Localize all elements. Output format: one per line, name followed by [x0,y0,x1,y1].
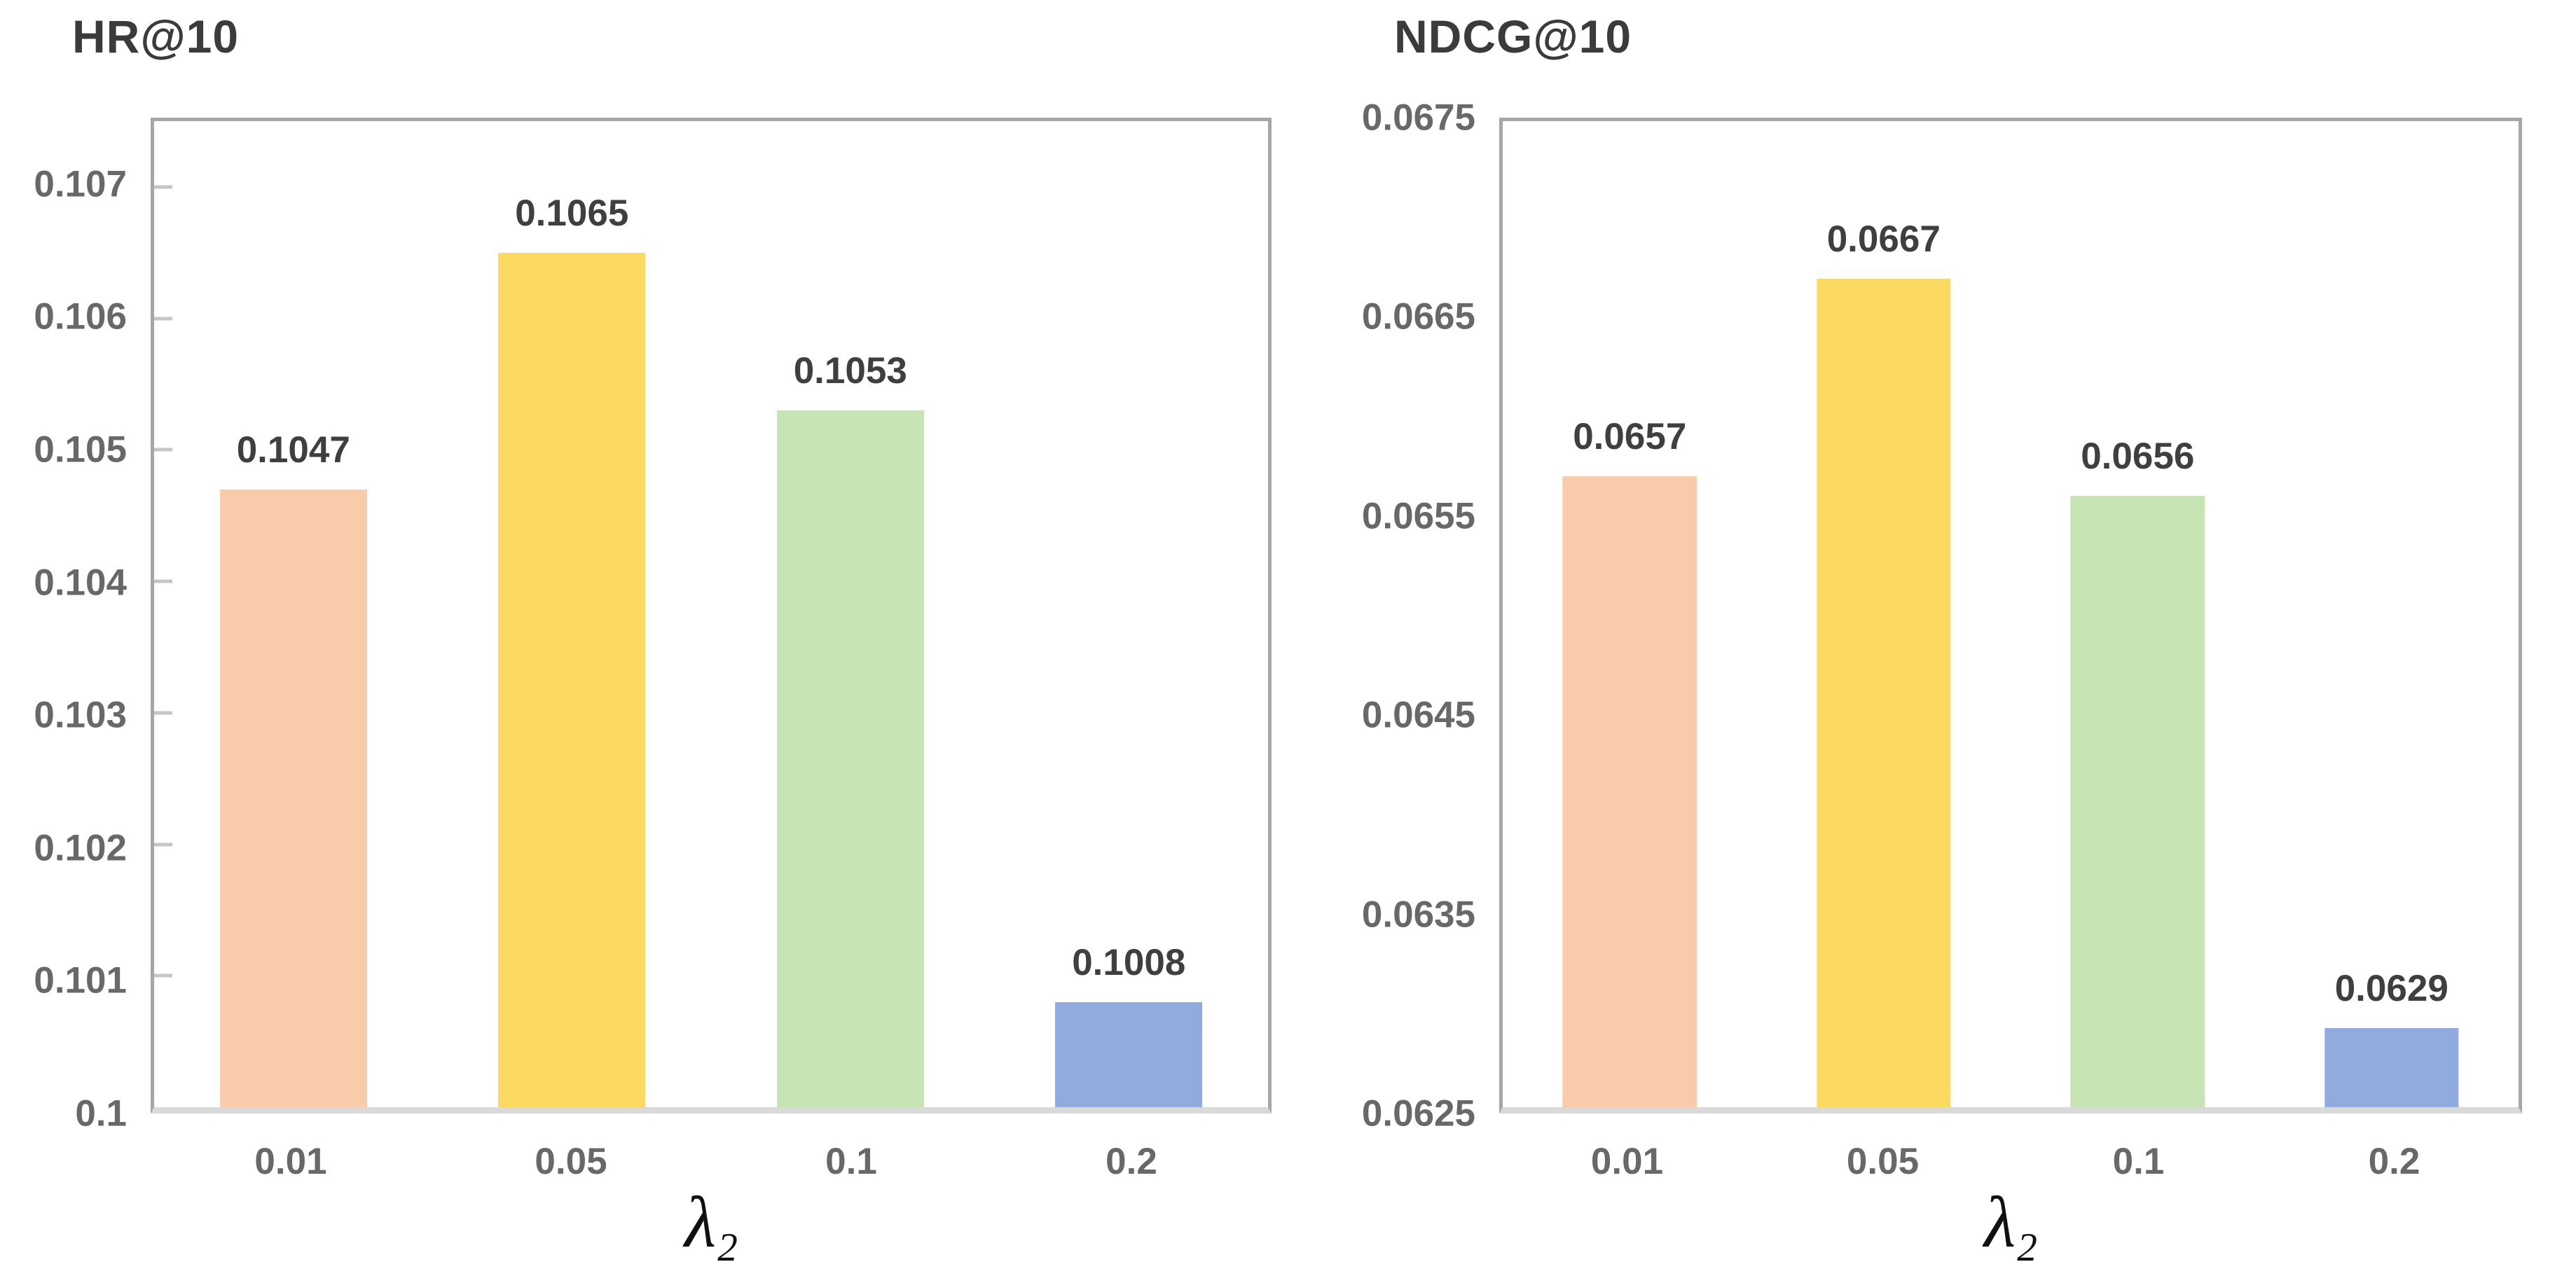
plot-area: 0.0657 0.0667 0.0656 0.0629 [1499,118,2522,1114]
x-tick-label: 0.05 [1846,1141,1920,1182]
bar-value-label: 0.0656 [2081,436,2195,478]
y-tick-label: 0.106 [34,296,127,338]
y-tick-label: 0.0665 [1361,296,1475,338]
chart-title: NDCG@10 [1394,11,1632,62]
bar-value-label: 0.1053 [793,350,907,392]
y-tick-label: 0.102 [34,827,127,869]
bar [1055,1001,1203,1107]
y-tick-mark [154,317,172,321]
y-tick-mark [154,973,172,978]
x-axis-title: λ2 [151,1186,1272,1268]
y-tick-mark [154,842,172,847]
x-tick-label: 0.2 [1106,1141,1157,1182]
bar [776,410,924,1107]
x-tick-label: 0.2 [2368,1141,2420,1182]
x-tick-label: 0.1 [2112,1141,2165,1182]
x-axis-labels: 0.01 0.05 0.1 0.2 [151,1133,1272,1182]
bar [2324,1028,2459,1107]
chart-ndcg10: NDCG@10 0.0625 0.0635 0.0645 0.0655 0.0665 0.… [1288,0,2576,1276]
x-tick-label: 0.05 [535,1141,607,1182]
x-axis-labels: 0.01 0.05 0.1 0.2 [1499,1133,2522,1182]
y-tick-label: 0.101 [34,959,127,1001]
bar-value-label: 0.1047 [236,429,350,471]
bar [219,489,367,1107]
y-tick-label: 0.104 [34,562,127,604]
plot-area: 0.1047 0.1065 0.1053 0.1008 [151,118,1272,1114]
y-tick-label: 0.0655 [1361,495,1475,537]
bar-value-label: 0.0629 [2334,968,2448,1010]
bar-value-label: 0.1065 [515,192,629,234]
y-tick-label: 0.0675 [1361,97,1475,139]
bar [2070,496,2205,1107]
bar-value-label: 0.0667 [1826,219,1941,261]
y-tick-label: 0.1 [75,1093,127,1135]
bar [1817,279,1951,1107]
y-tick-mark [154,185,172,189]
bar [1562,476,1697,1107]
x-tick-label: 0.01 [254,1141,327,1182]
y-tick-mark [154,711,172,715]
y-tick-label: 0.0645 [1361,694,1475,736]
bar [498,252,646,1107]
y-tick-label: 0.103 [34,694,127,736]
lambda-subscript: 2 [717,1226,738,1270]
y-axis-labels: 0.1 0.101 0.102 0.103 0.104 0.105 0.106 0.107 [0,118,127,1132]
y-tick-label: 0.107 [34,163,127,205]
x-axis-title: λ2 [1499,1186,2522,1268]
chart-hr10: HR@10 0.1 0.101 0.102 0.103 0.104 0.105 0.106 0… [0,11,1272,1268]
bar-value-label: 0.0657 [1573,415,1687,457]
x-tick-label: 0.1 [825,1141,877,1182]
y-tick-label: 0.0635 [1361,894,1475,936]
y-tick-mark [154,579,172,583]
x-tick-label: 0.01 [1590,1141,1664,1182]
y-tick-label: 0.105 [34,429,127,471]
lambda-symbol: λ [684,1182,717,1263]
chart-title: HR@10 [72,11,240,62]
lambda-subscript: 2 [2017,1226,2037,1270]
lambda-symbol: λ [1984,1182,2016,1263]
y-axis-labels: 0.0625 0.0635 0.0645 0.0655 0.0665 0.0675 [1288,99,1475,1132]
y-tick-label: 0.0625 [1361,1093,1475,1135]
bar-value-label: 0.1008 [1072,941,1186,983]
y-tick-mark [154,448,172,452]
